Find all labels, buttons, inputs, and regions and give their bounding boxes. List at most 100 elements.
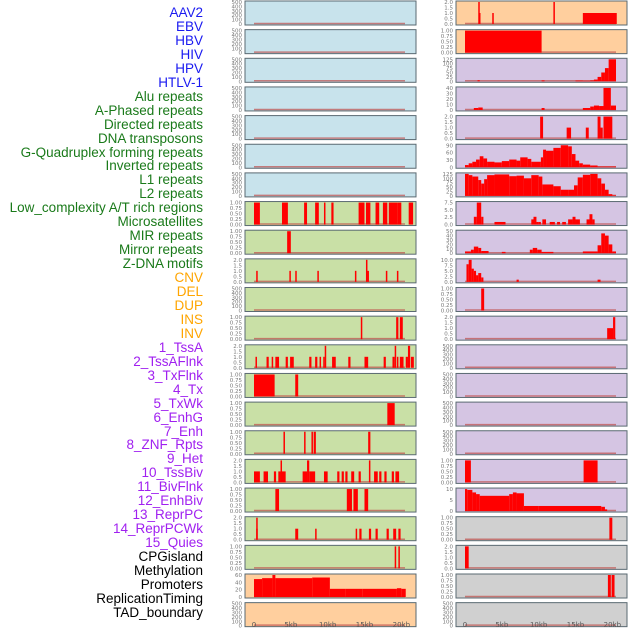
y-tick-label: 0.00 [230, 394, 243, 400]
y-tick-label: 1.5 [444, 321, 453, 327]
bar [473, 216, 477, 225]
panel-background [244, 344, 417, 370]
bar [312, 577, 330, 597]
y-tick-label: 0.75 [230, 321, 243, 327]
bar [345, 588, 363, 597]
bar [304, 202, 308, 225]
x-tick-label: 20kb [393, 621, 411, 629]
bar [509, 176, 517, 196]
y-tick-label: 60 [235, 573, 242, 579]
y-tick-label: 0 [239, 108, 243, 114]
bar [523, 505, 539, 512]
track-label: 1_TssA [158, 339, 203, 355]
y-tick-label: 0.75 [230, 206, 243, 212]
bar [479, 156, 484, 168]
track-panel-right: 0.00.51.01.52.0 [444, 544, 628, 572]
panel-background [244, 287, 417, 312]
y-tick-label: 300 [443, 610, 454, 616]
panel-background [455, 258, 628, 284]
y-tick-label: 0.5 [233, 360, 242, 366]
y-tick-label: 1.0 [444, 11, 453, 17]
y-tick-label: 0.25 [230, 561, 243, 567]
bar [527, 158, 532, 168]
y-tick-label: 500 [443, 430, 454, 436]
track-panel-left: 0.000.250.500.751.00 [230, 315, 417, 343]
bar [341, 471, 344, 483]
bar [501, 251, 506, 254]
track-label: Inverted repeats [105, 158, 203, 174]
y-tick-label: 0.25 [230, 332, 243, 338]
y-tick-label: 200 [443, 386, 454, 392]
bar [608, 244, 613, 254]
y-tick-label: 100 [232, 46, 243, 52]
bar [304, 431, 306, 454]
y-tick-label: 20 [235, 588, 242, 594]
bar [384, 471, 387, 483]
y-tick-label: 500 [232, 143, 243, 149]
track-label: Promoters [140, 576, 203, 592]
y-tick-label: 0 [239, 51, 243, 57]
bar [479, 495, 510, 512]
track-label: HTLV-1 [158, 74, 203, 90]
y-tick-label: 0.00 [230, 337, 243, 343]
y-tick-label: 7.5 [444, 201, 453, 207]
bar [375, 528, 378, 540]
y-tick-label: 25 [446, 190, 453, 196]
y-tick-label: 500 [232, 57, 243, 63]
bar [599, 106, 604, 110]
y-tick-label: 0.5 [444, 332, 453, 338]
bar [468, 163, 473, 168]
track-label: L1 repeats [139, 172, 203, 188]
panel-background [455, 458, 628, 484]
bar [367, 270, 369, 282]
panel-background [244, 57, 417, 83]
bar [272, 575, 276, 597]
y-tick-label: 0 [239, 309, 243, 315]
bar [589, 214, 593, 225]
bar [531, 161, 541, 168]
y-tick-label: 0 [450, 79, 454, 85]
bar [612, 195, 616, 196]
bar [331, 202, 334, 225]
y-tick-label: 0.00 [230, 251, 243, 257]
y-tick-label: 500 [443, 344, 454, 350]
bar [395, 471, 400, 483]
y-tick-label: 30 [446, 158, 453, 164]
bar [509, 159, 517, 168]
track-panel-left: 0.00.51.01.52.0 [233, 458, 417, 486]
y-tick-label: 0.00 [230, 423, 243, 429]
bar [553, 186, 561, 196]
bar [263, 471, 268, 483]
y-tick-label: 0.25 [441, 532, 454, 538]
bar [391, 471, 394, 483]
bar [579, 163, 583, 168]
bar [574, 185, 578, 196]
y-tick-label: 0.50 [230, 212, 243, 218]
y-tick-label: 0.75 [230, 378, 243, 384]
y-tick-label: 75 [446, 181, 453, 187]
y-tick-label: 0.50 [230, 441, 243, 447]
bar [557, 221, 561, 225]
bar [538, 505, 602, 512]
y-tick-label: 300 [232, 66, 243, 72]
bar [317, 270, 319, 282]
bar [613, 317, 616, 340]
y-tick-label: 0 [239, 165, 243, 171]
y-tick-label: 0.25 [230, 446, 243, 452]
panel-background [455, 573, 628, 599]
y-tick-label: 1.0 [233, 355, 242, 361]
bar [568, 189, 575, 196]
bar [364, 489, 369, 512]
bar [368, 460, 371, 483]
bar [478, 13, 481, 24]
bar [541, 80, 545, 82]
track-label: HPV [175, 60, 203, 76]
bar [494, 174, 510, 196]
y-tick-label: 1.00 [441, 29, 454, 35]
bar [254, 202, 260, 225]
